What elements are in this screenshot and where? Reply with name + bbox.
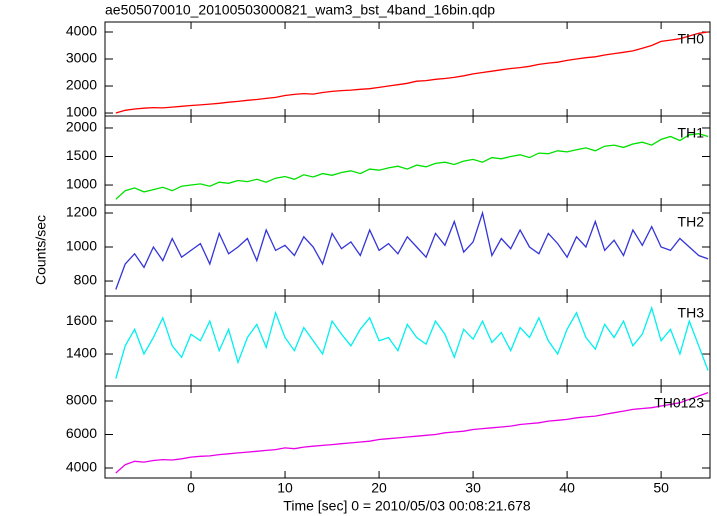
x-tick-label: 40 — [559, 480, 575, 496]
y-tick-label: 1500 — [66, 147, 97, 163]
y-axis-label: Counts/sec — [33, 215, 49, 285]
y-tick-label: 3000 — [66, 50, 97, 66]
series-label: TH3 — [678, 305, 705, 321]
y-tick-label: 1000 — [66, 104, 97, 120]
data-line — [115, 391, 709, 474]
series-label: TH0123 — [654, 395, 704, 411]
panel-frame — [104, 115, 711, 206]
y-tick-label: 1400 — [66, 345, 97, 361]
chart-title: ae505070010_20100503000821_wam3_bst_4ban… — [105, 2, 495, 18]
x-tick-label: 50 — [653, 480, 669, 496]
y-tick-label: 1600 — [66, 312, 97, 328]
y-tick-label: 6000 — [66, 425, 97, 441]
data-line — [115, 210, 709, 290]
x-axis-label: Time [sec] 0 = 2010/05/03 00:08:21.678 — [283, 498, 531, 514]
y-tick-label: 2000 — [66, 77, 97, 93]
series-label: TH1 — [678, 125, 705, 141]
data-line — [115, 133, 709, 200]
panel-frame — [104, 204, 711, 297]
x-tick-label: 0 — [187, 480, 195, 496]
panel-frame — [104, 385, 711, 479]
y-tick-label: 8000 — [66, 392, 97, 408]
y-tick-label: 4000 — [66, 23, 97, 39]
series-label: TH2 — [678, 214, 705, 230]
y-tick-label: 1000 — [66, 176, 97, 192]
y-tick-label: 2000 — [66, 119, 97, 135]
panel-frame — [104, 21, 711, 117]
x-tick-label: 20 — [371, 480, 387, 496]
y-tick-label: 1200 — [66, 204, 97, 220]
data-line — [115, 31, 709, 114]
y-tick-label: 1000 — [66, 238, 97, 254]
series-label: TH0 — [678, 31, 705, 47]
data-line — [115, 305, 709, 379]
y-tick-label: 800 — [74, 272, 98, 288]
x-tick-label: 10 — [277, 480, 293, 496]
y-tick-label: 4000 — [66, 459, 97, 475]
x-tick-label: 30 — [465, 480, 481, 496]
panel-frame — [104, 295, 711, 387]
